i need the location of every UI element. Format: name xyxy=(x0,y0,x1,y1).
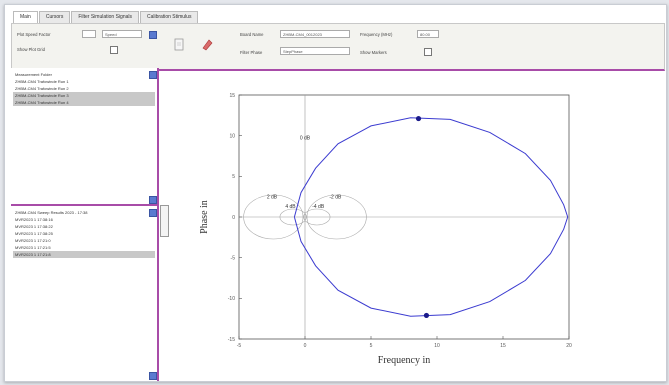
list-item[interactable]: MVR2023 1 17:38:22 xyxy=(15,224,53,229)
x-tick-label: 15 xyxy=(500,343,506,349)
x-tick-label: 10 xyxy=(434,343,440,349)
gain-label: 0 dB xyxy=(300,136,311,142)
scroll-down-button[interactable] xyxy=(149,196,157,204)
tab-cursors[interactable]: Cursors xyxy=(38,11,71,23)
gain-contour xyxy=(243,194,304,240)
frequency-input[interactable]: 80.00 xyxy=(417,30,439,38)
scroll-up-button[interactable] xyxy=(149,71,157,79)
y-tick-label: -15 xyxy=(228,337,235,343)
gain-contour xyxy=(279,208,307,226)
filter-phase-input[interactable]: StepPhase xyxy=(280,47,350,55)
tab-calibration[interactable]: Calibration Stimulus xyxy=(140,11,199,23)
sweep-results-list: ZHBM-CM4 Sweep Results 2023 - 17:38 MVR20… xyxy=(13,209,155,258)
board-name-label: Board Name xyxy=(240,32,264,37)
scroll-up-button-2[interactable] xyxy=(149,209,157,217)
gain-label: 2 dB xyxy=(267,194,278,200)
response-curve xyxy=(293,117,569,317)
list-item[interactable]: MVR2023 1 17:38:25 xyxy=(15,231,53,236)
gain-contour xyxy=(306,194,367,240)
list-item[interactable]: ZHBM-CM4 Trafowinde Run 2 xyxy=(15,86,69,91)
x-tick-label: 5 xyxy=(370,343,373,349)
y-tick-label: 5 xyxy=(232,174,235,180)
y-tick-label: -5 xyxy=(231,255,236,261)
frequency-label: Frequency (MHz) xyxy=(360,32,393,37)
tab-main[interactable]: Main xyxy=(13,11,38,23)
y-tick-label: 0 xyxy=(232,215,235,221)
gain-label: -4 dB xyxy=(312,204,325,210)
curve-marker[interactable] xyxy=(415,115,422,122)
y-tick-label: -10 xyxy=(228,296,235,302)
eraser-icon[interactable] xyxy=(200,38,214,52)
panel-splitter[interactable] xyxy=(11,204,157,206)
scroll-down-button-2[interactable] xyxy=(149,372,157,380)
gain-label: 4 dB xyxy=(285,204,296,210)
list-item[interactable]: MVR2023 1 17:21:0 xyxy=(15,238,51,243)
speed-factor-input[interactable] xyxy=(82,30,96,38)
y-axis-label: Phase in xyxy=(199,200,210,234)
list-item[interactable]: ZHBM-CM4 Sweep Results 2023 - 17:38 xyxy=(15,210,88,215)
x-axis-label: Frequency in xyxy=(378,355,431,366)
speed-factor-label: Plot Speed Factor xyxy=(17,32,51,37)
list-item[interactable]: MVR2023 1 17:38:16 xyxy=(15,217,53,222)
filter-phase-label: Filter Phase xyxy=(240,50,263,55)
list-item[interactable]: MVR2023 1 17:21:8 xyxy=(13,251,155,258)
plot-grid-checkbox[interactable] xyxy=(110,46,118,54)
list-item[interactable]: ZHBM-CM4 Trafowinde Run 1 xyxy=(15,79,69,84)
speed-dropdown-button[interactable] xyxy=(149,31,157,39)
tab-filter-simulation[interactable]: Filter Simulation Signals xyxy=(71,11,139,23)
show-markers-checkbox[interactable] xyxy=(424,48,432,56)
gain-contour xyxy=(303,208,331,226)
y-tick-label: 15 xyxy=(229,93,235,99)
collapse-tab[interactable] xyxy=(160,205,169,237)
gain-label: -2 dB xyxy=(329,194,342,200)
app-window: Main Cursors Filter Simulation Signals C… xyxy=(4,4,667,382)
list-item[interactable]: ZHBM-CM4 Trafowinde Run 4 xyxy=(13,99,155,106)
measurement-list: Measurement Folder ZHBM-CM4 Trafowinde Ru… xyxy=(13,71,155,106)
curve-marker[interactable] xyxy=(423,312,430,319)
list-item[interactable]: MVR2023 1 17:21:5 xyxy=(15,245,51,250)
x-tick-label: -5 xyxy=(237,343,242,349)
document-icon[interactable] xyxy=(172,38,186,52)
list-item[interactable]: ZHBM-CM4 Trafowinde Run 3 xyxy=(13,92,155,99)
board-name-input[interactable]: ZHBM-CM4_0012023 xyxy=(280,30,350,38)
toolbar: Plot Speed Factor Speed Show Plot Grid B… xyxy=(11,23,665,71)
plot-grid-label: Show Plot Grid xyxy=(17,47,45,52)
polar-plot: -5 0 5 10 15 20 -15 -10 -5 0 5 10 15 0 dB 2 dB -2 dB 4 d… xyxy=(199,93,572,366)
speed-select[interactable]: Speed xyxy=(102,30,142,38)
show-markers-label: Show Markers xyxy=(360,50,387,55)
x-tick-label: 20 xyxy=(566,343,572,349)
y-tick-label: 10 xyxy=(229,133,235,139)
left-panel: Measurement Folder ZHBM-CM4 Trafowinde Ru… xyxy=(11,68,159,381)
list-item[interactable]: Measurement Folder xyxy=(15,72,52,77)
x-tick-label: 0 xyxy=(304,343,307,349)
tab-bar: Main Cursors Filter Simulation Signals C… xyxy=(13,11,199,23)
